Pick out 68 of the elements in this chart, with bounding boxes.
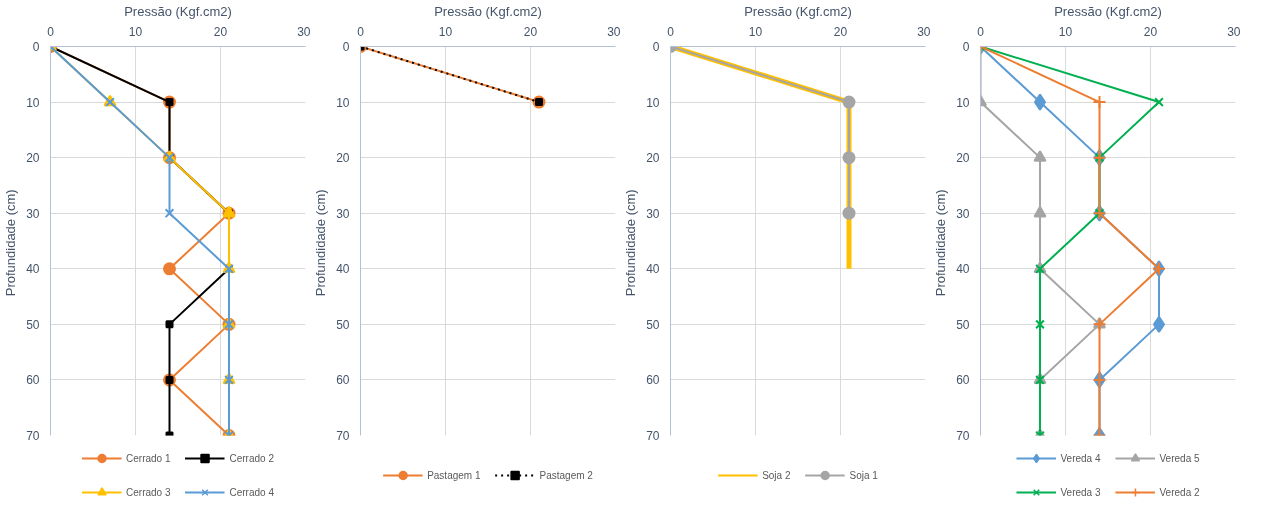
x-tick-label: 20 [523,24,538,39]
y-tick-label: 60 [956,373,970,388]
legend-label: Vereda 3 [1060,486,1101,498]
y-tick-label: 60 [26,373,40,388]
y-tick-label: 10 [336,95,350,110]
legend-label: Vereda 5 [1159,452,1200,464]
y-tick-label: 40 [26,262,40,277]
y-tick-label: 50 [646,317,660,332]
y-tick-label: 60 [646,373,660,388]
legend-label: Vereda 2 [1159,486,1200,498]
x-tick-label: 20 [833,24,848,39]
y-tick-label: 40 [646,262,660,277]
y-tick-label: 10 [956,95,970,110]
x-tick-label: 30 [607,24,621,39]
y-tick-label: 0 [652,40,660,54]
legend-label: Pastagem 2 [539,469,593,481]
x-tick-label: 0 [357,24,365,39]
y-tick-label: 30 [336,206,350,221]
legend-label: Cerrado 4 [229,486,274,498]
x-tick-label: 30 [1227,24,1241,39]
x-tick-label: 0 [977,24,985,39]
y-tick-label: 70 [646,429,660,443]
x-axis-title: Pressão (Kgf.cm2) [744,3,852,19]
y-tick-label: 50 [26,317,40,332]
x-tick-label: 10 [128,24,143,39]
y-tick-label: 30 [956,206,970,221]
y-tick-label: 0 [342,40,350,54]
y-tick-label: 70 [956,429,970,443]
x-tick-label: 0 [47,24,55,39]
y-axis-title: Profundidade (cm) [3,189,19,297]
y-tick-label: 20 [336,151,350,166]
x-axis-title: Pressão (Kgf.cm2) [124,3,232,19]
y-axis-title: Profundidade (cm) [623,189,639,297]
x-axis-title: Pressão (Kgf.cm2) [434,3,542,19]
y-tick-label: 20 [646,151,660,166]
x-tick-label: 0 [667,24,675,39]
legend-label: Vereda 4 [1060,452,1101,464]
x-tick-label: 10 [1058,24,1073,39]
legend-label: Pastagem 1 [427,469,481,481]
y-tick-label: 30 [26,206,40,221]
x-axis-title: Pressão (Kgf.cm2) [1054,3,1162,19]
y-tick-label: 10 [26,95,40,110]
x-tick-label: 10 [438,24,453,39]
y-tick-label: 60 [336,373,350,388]
y-tick-label: 20 [956,151,970,166]
x-tick-label: 10 [748,24,763,39]
legend-label: Cerrado 1 [126,452,171,464]
x-tick-label: 30 [297,24,311,39]
legend-label: Cerrado 3 [126,486,171,498]
legend-label: Soja 2 [762,469,791,481]
y-tick-label: 30 [646,206,660,221]
y-tick-label: 50 [336,317,350,332]
y-tick-label: 40 [956,262,970,277]
x-tick-label: 20 [213,24,228,39]
legend-label: Cerrado 2 [229,452,274,464]
y-tick-label: 20 [26,151,40,166]
y-tick-label: 70 [26,429,40,443]
y-axis-title: Profundidade (cm) [933,189,949,297]
y-tick-label: 0 [32,40,40,54]
y-tick-label: 50 [956,317,970,332]
y-tick-label: 10 [646,95,660,110]
x-tick-label: 30 [917,24,931,39]
y-tick-label: 40 [336,262,350,277]
y-tick-label: 0 [962,40,970,54]
legend-label: Soja 1 [849,469,878,481]
y-tick-label: 70 [336,429,350,443]
x-tick-label: 20 [1143,24,1158,39]
y-axis-title: Profundidade (cm) [313,189,329,297]
